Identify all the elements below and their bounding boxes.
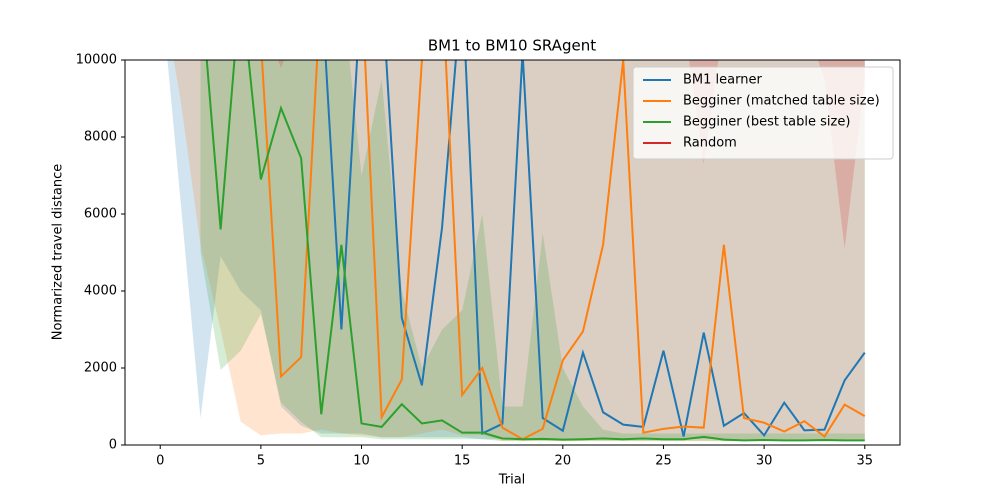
x-axis-label: Trial — [498, 473, 526, 488]
series-line — [261, 60, 866, 441]
legend-label: Random — [683, 136, 737, 151]
legend-label: Begginer (matched table size) — [683, 94, 880, 109]
confidence-band — [200, 60, 865, 442]
lines — [205, 60, 866, 442]
x-tick-label: 30 — [756, 454, 773, 469]
legend-label: BM1 learner — [683, 73, 762, 88]
chart-title: BM1 to BM10 SRAgent — [428, 37, 596, 55]
x-tick-label: 10 — [353, 454, 370, 469]
plot-frame — [124, 59, 901, 446]
y-tick-label: 4000 — [84, 284, 117, 299]
x-tick-label: 20 — [555, 454, 572, 469]
axes: 0 5 10 15 20 25 30 35 0 2000 4000 6000 8000 10000 — [76, 53, 901, 469]
y-axis-label: Normarized travel distance — [51, 164, 66, 341]
y-tick-label: 6000 — [84, 207, 117, 222]
x-tick-label: 35 — [856, 454, 873, 469]
series-line — [205, 60, 865, 442]
x-tick-label: 5 — [257, 454, 265, 469]
y-tick-label: 10000 — [76, 53, 117, 68]
legend-label: Begginer (best table size) — [683, 115, 850, 130]
x-tick-label: 15 — [454, 454, 471, 469]
y-tick-label: 8000 — [84, 130, 117, 145]
y-tick-label: 2000 — [84, 361, 117, 376]
series-line — [324, 60, 866, 438]
x-tick-label: 25 — [655, 454, 672, 469]
y-tick-label: 0 — [109, 438, 117, 453]
x-tick-label: 0 — [156, 454, 164, 469]
legend-box — [632, 66, 894, 160]
legend: BM1 learner Begginer (matched table size)… — [632, 66, 894, 160]
